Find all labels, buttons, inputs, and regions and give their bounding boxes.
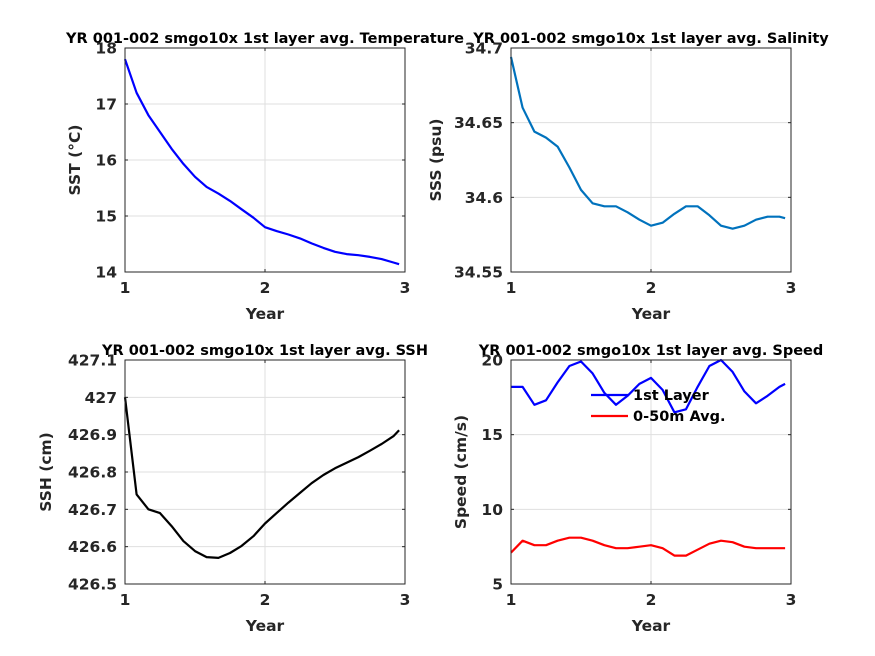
- y-axis-label: Speed (cm/s): [452, 415, 470, 529]
- x-axis-label: Year: [245, 305, 285, 323]
- y-tick-label: 427.1: [68, 352, 117, 370]
- series-line-0-50m-avg: [510, 536, 786, 557]
- x-tick-label: 3: [400, 279, 411, 297]
- y-tick-label: 34.7: [465, 40, 503, 58]
- y-axis-label: SSS (psu): [427, 118, 445, 201]
- x-tick-label: 2: [260, 591, 271, 609]
- series-line-1st-layer: [511, 358, 786, 414]
- x-tick-label: 1: [120, 591, 131, 609]
- axes-box: [124, 47, 406, 273]
- x-axis-label: Year: [631, 305, 671, 323]
- y-tick-label: 5: [492, 576, 503, 594]
- x-tick-label: 3: [786, 279, 797, 297]
- y-tick-label: 16: [95, 152, 117, 170]
- x-tick-label: 1: [506, 279, 517, 297]
- y-tick-label: 18: [95, 40, 117, 58]
- chart-title: YR 001-002 smgo10x 1st layer avg. Salini…: [472, 31, 829, 47]
- series-line: [123, 397, 400, 560]
- legend-label: 1st Layer: [633, 388, 710, 404]
- x-axis-label: Year: [631, 617, 671, 635]
- y-tick-label: 14: [95, 264, 117, 282]
- y-axis-label: SSH (cm): [37, 432, 55, 512]
- subplot-4: 1 2 3 5 10 15 20 1st Layer 0-50m Avg. YR 001-002 …: [452, 343, 823, 635]
- legend-label: 0-50m Avg.: [633, 409, 726, 425]
- x-tick-label: 1: [120, 279, 131, 297]
- x-tick-label: 2: [646, 279, 657, 297]
- y-tick-label: 34.55: [454, 264, 503, 282]
- y-tick-label: 426.9: [68, 426, 117, 444]
- legend: 1st Layer 0-50m Avg.: [591, 388, 726, 425]
- series-line: [509, 56, 786, 230]
- y-tick-label: 427: [85, 389, 117, 407]
- y-tick-label: 426.7: [68, 501, 117, 519]
- x-axis-label: Year: [245, 617, 285, 635]
- y-tick-label: 426.8: [68, 464, 117, 482]
- series-line: [123, 58, 400, 266]
- axes-box: [510, 359, 792, 585]
- x-tick-label: 3: [400, 591, 411, 609]
- subplot-2: 1 2 3 34.55 34.6 34.65 34.7YR 001-002 smgo10x …: [427, 31, 829, 323]
- x-tick-label: 2: [646, 591, 657, 609]
- axes-box: [124, 359, 406, 585]
- y-tick-label: 17: [95, 96, 117, 114]
- chart-title: YR 001-002 smgo10x 1st layer avg. Speed: [478, 343, 824, 359]
- axes-box: [510, 47, 792, 273]
- x-tick-label: 1: [506, 591, 517, 609]
- y-tick-label: 10: [481, 501, 503, 519]
- x-tick-label: 3: [786, 591, 797, 609]
- x-tick-label: 2: [260, 279, 271, 297]
- y-tick-label: 426.5: [68, 576, 117, 594]
- chart-title: YR 001-002 smgo10x 1st layer avg. SSH: [101, 343, 428, 359]
- y-tick-label: 20: [481, 352, 503, 370]
- y-tick-label: 34.65: [454, 114, 503, 132]
- chart-title: YR 001-002 smgo10x 1st layer avg. Temper…: [65, 31, 464, 47]
- y-axis-label: SST (°C): [66, 125, 84, 196]
- subplot-3: 1 2 3 426.5 426.6 426.7 426.8 426.9 427 427.1YR 0…: [37, 343, 428, 635]
- y-tick-label: 34.6: [465, 189, 503, 207]
- y-tick-label: 15: [481, 426, 503, 444]
- y-tick-label: 15: [95, 208, 117, 226]
- y-tick-label: 426.6: [68, 538, 117, 556]
